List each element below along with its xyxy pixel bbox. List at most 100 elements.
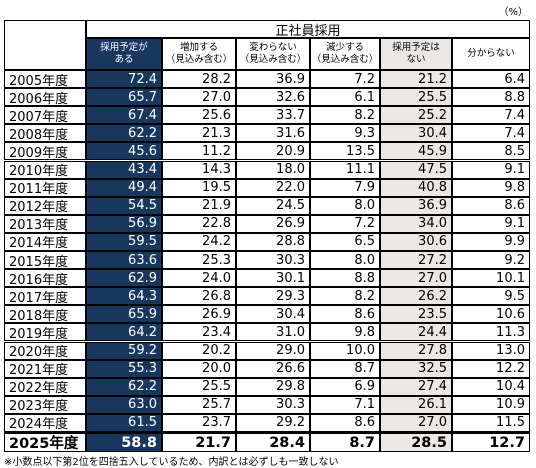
cell: 23.7	[162, 413, 236, 432]
cell: 8.2	[310, 106, 380, 125]
cell: 43.4	[86, 160, 162, 179]
cell: 62.2	[86, 377, 162, 396]
header-line: ない	[406, 54, 426, 65]
cell: 25.7	[162, 395, 236, 414]
cell: 63.6	[86, 251, 162, 270]
cell: 32.5	[380, 359, 452, 378]
cell: 13.0	[452, 341, 530, 360]
cell: 10.1	[452, 269, 530, 288]
header-line: 分からない	[467, 48, 515, 59]
cell: 28.2	[162, 70, 236, 89]
cell: 6.4	[452, 70, 530, 89]
cell: 34.0	[380, 214, 452, 233]
cell: 59.5	[86, 232, 162, 251]
cell: 8.5	[452, 142, 530, 161]
cell: 22.0	[236, 178, 310, 197]
cell: 7.9	[310, 178, 380, 197]
cell: 9.2	[452, 251, 530, 270]
cell: 54.5	[86, 196, 162, 215]
cell: 18.0	[236, 160, 310, 179]
row-label: 2023年度	[4, 395, 86, 414]
cell: 11.2	[162, 142, 236, 161]
cell: 11.5	[452, 413, 530, 432]
cell: 8.6	[310, 305, 380, 324]
cell: 6.1	[310, 88, 380, 107]
cell: 9.8	[452, 178, 530, 197]
cell: 29.3	[236, 287, 310, 306]
row-label: 2021年度	[4, 359, 86, 378]
column-header: 変わらない （見込み含む）	[236, 38, 310, 70]
row-label: 2016年度	[4, 269, 86, 288]
cell: 25.3	[162, 251, 236, 270]
cell: 8.8	[310, 269, 380, 288]
header-line: 変わらない	[249, 42, 297, 53]
cell: 27.0	[162, 88, 236, 107]
row-label: 2009年度	[4, 142, 86, 161]
cell: 61.5	[86, 413, 162, 432]
cell: 14.3	[162, 160, 236, 179]
cell: 33.7	[236, 106, 310, 125]
cell: 24.2	[162, 232, 236, 251]
cell: 11.3	[452, 323, 530, 342]
cell: 8.2	[310, 287, 380, 306]
cell: 13.5	[310, 142, 380, 161]
row-label: 2014年度	[4, 232, 86, 251]
cell: 72.4	[86, 70, 162, 89]
row-label: 2015年度	[4, 251, 86, 270]
cell: 21.2	[380, 70, 452, 89]
cell: 30.3	[236, 251, 310, 270]
cell: 9.5	[452, 287, 530, 306]
cell: 10.4	[452, 377, 530, 396]
column-header: 減少する （見込み含む）	[310, 38, 380, 70]
header-line: 増加する	[179, 42, 218, 53]
cell: 25.5	[380, 88, 452, 107]
cell: 26.9	[162, 305, 236, 324]
cell: 21.3	[162, 124, 236, 143]
cell: 29.2	[236, 413, 310, 432]
cell: 8.7	[310, 359, 380, 378]
cell: 30.4	[236, 305, 310, 324]
cell: 29.0	[236, 341, 310, 360]
cell: 28.4	[236, 432, 310, 452]
cell: 36.9	[236, 70, 310, 89]
cell: 28.5	[380, 432, 452, 452]
cell: 63.0	[86, 395, 162, 414]
cell: 25.6	[162, 106, 236, 125]
header-line: 採用予定が	[100, 42, 148, 53]
footnote: ※小数点以下第2位を四捨五入しているため、内訳とは必ずしも一致しない	[4, 457, 339, 468]
cell: 21.7	[162, 432, 236, 452]
cell: 20.9	[236, 142, 310, 161]
cell: 30.6	[380, 232, 452, 251]
column-header: 増加する （見込み含む）	[162, 38, 236, 70]
cell: 26.6	[236, 359, 310, 378]
cell: 6.9	[310, 377, 380, 396]
cell: 23.4	[162, 323, 236, 342]
cell: 8.7	[310, 432, 380, 452]
row-label: 2005年度	[4, 70, 86, 89]
cell: 31.6	[236, 124, 310, 143]
cell: 65.9	[86, 305, 162, 324]
cell: 45.6	[86, 142, 162, 161]
cell: 27.4	[380, 377, 452, 396]
cell: 27.2	[380, 251, 452, 270]
cell: 19.5	[162, 178, 236, 197]
cell: 10.9	[452, 395, 530, 414]
cell: 64.2	[86, 323, 162, 342]
row-label: 2006年度	[4, 88, 86, 107]
cell: 10.0	[310, 341, 380, 360]
cell: 67.4	[86, 106, 162, 125]
cell: 24.5	[236, 196, 310, 215]
cell: 22.8	[162, 214, 236, 233]
cell: 9.9	[452, 232, 530, 251]
cell: 40.8	[380, 178, 452, 197]
cell: 8.6	[452, 196, 530, 215]
header-line: 採用予定は	[392, 42, 440, 53]
cell: 7.4	[452, 124, 530, 143]
header-line: （見込み含む）	[311, 54, 379, 65]
row-label: 2008年度	[4, 124, 86, 143]
cell: 7.2	[310, 70, 380, 89]
header-line: 減少する	[325, 42, 364, 53]
cell: 65.7	[86, 88, 162, 107]
cell: 30.3	[236, 395, 310, 414]
